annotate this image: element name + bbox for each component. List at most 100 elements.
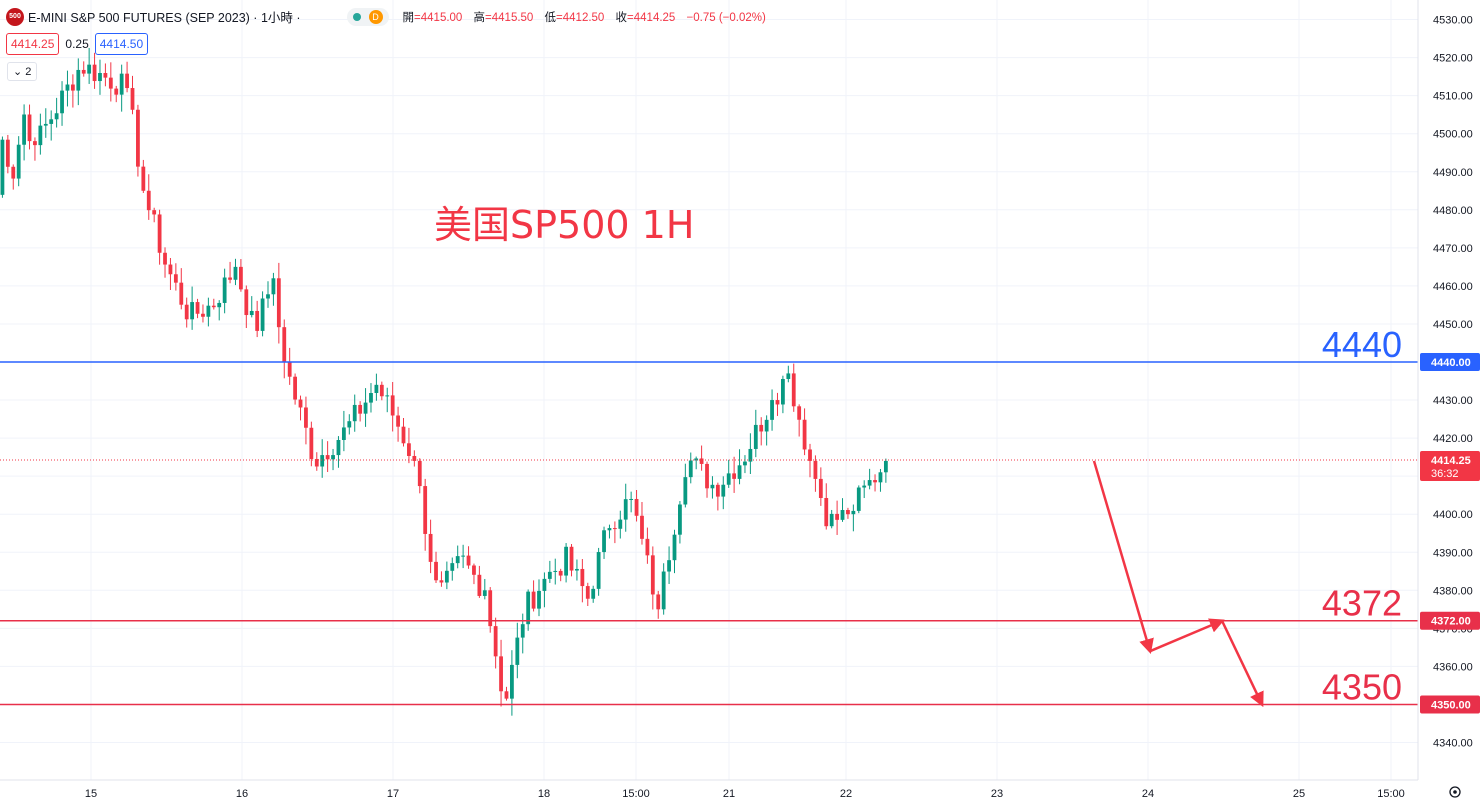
level-label-4372: 4372 bbox=[1322, 583, 1402, 624]
candle-body bbox=[678, 504, 682, 535]
price-tick-label: 4430.00 bbox=[1433, 395, 1473, 407]
candle-body bbox=[770, 400, 774, 420]
forecast-arrow-segment[interactable] bbox=[1092, 460, 1154, 655]
candle-body bbox=[54, 113, 59, 120]
candle-body bbox=[358, 404, 363, 414]
candle-body bbox=[753, 424, 758, 449]
time-axis[interactable]: 15 16 17 18 15:00 21 22 23 24 25 15:00 bbox=[85, 788, 1405, 800]
candle-body bbox=[401, 426, 406, 444]
open-value: =4415.00 bbox=[414, 11, 463, 24]
candle-body bbox=[0, 139, 5, 195]
candle-body bbox=[27, 114, 32, 142]
indicators-toggle-button[interactable]: ⌄ 2 bbox=[7, 62, 38, 81]
price-tick-label: 4500.00 bbox=[1433, 129, 1473, 141]
last-price-value: 4414.25 bbox=[1431, 455, 1471, 467]
level-axis-label: 4350.00 bbox=[1431, 699, 1471, 711]
price-tick-label: 4400.00 bbox=[1433, 509, 1473, 521]
candle-body bbox=[781, 378, 785, 405]
level-axis-label: 4372.00 bbox=[1431, 616, 1471, 628]
level-axis-badge bbox=[1420, 353, 1480, 371]
buy-price-button[interactable]: 4414.50 bbox=[94, 33, 149, 55]
forecast-arrow-segment[interactable] bbox=[1220, 620, 1264, 708]
close-value: =4414.25 bbox=[627, 11, 676, 24]
candle-body bbox=[455, 556, 460, 564]
price-tick-label: 4360.00 bbox=[1433, 661, 1473, 673]
price-tick-label: 4450.00 bbox=[1433, 319, 1473, 331]
candle-body bbox=[152, 210, 157, 215]
candle-body bbox=[114, 88, 119, 95]
candle-body bbox=[11, 166, 16, 179]
candle-body bbox=[824, 497, 829, 527]
candle-body bbox=[43, 123, 48, 126]
price-tick-label: 4380.00 bbox=[1433, 585, 1473, 597]
candle-body bbox=[385, 395, 390, 397]
candle-body bbox=[612, 528, 617, 530]
price-tick-label: 4530.00 bbox=[1433, 15, 1473, 27]
candle-body bbox=[136, 109, 140, 167]
candle-body bbox=[661, 571, 666, 610]
horizontal-lines: 4440 4372 4350 bbox=[0, 324, 1418, 707]
price-axis[interactable]: 4340.004350.004360.004370.004380.004390.… bbox=[1433, 15, 1473, 750]
candle-body bbox=[125, 73, 129, 89]
price-tick-label: 4460.00 bbox=[1433, 281, 1473, 293]
candle-body bbox=[228, 277, 232, 280]
candle-body bbox=[472, 565, 476, 575]
candle-body bbox=[249, 310, 254, 316]
candle-body bbox=[168, 264, 173, 275]
ohlc-readout: 開=4415.00 高=4415.50 低=4412.50 收=4414.25 … bbox=[403, 9, 774, 25]
candle-body bbox=[856, 487, 861, 511]
candle-body bbox=[650, 555, 655, 595]
candle-body bbox=[569, 546, 574, 571]
candle-body bbox=[282, 327, 287, 362]
candle-body bbox=[434, 561, 438, 581]
market-status[interactable]: D bbox=[346, 7, 389, 26]
price-tick-label: 4510.00 bbox=[1433, 91, 1473, 103]
candle-body bbox=[211, 305, 216, 308]
price-tick-label: 4420.00 bbox=[1433, 433, 1473, 445]
chart-header: 500 E-MINI S&P 500 FUTURES (SEP 2023) · … bbox=[6, 7, 774, 26]
candle-body bbox=[520, 624, 525, 638]
candle-body bbox=[70, 84, 75, 91]
candle-body bbox=[255, 310, 260, 331]
candle-body bbox=[531, 591, 536, 609]
level-axis-badge bbox=[1420, 695, 1480, 714]
spread-value: 0.25 bbox=[65, 37, 89, 51]
candle-body bbox=[867, 480, 872, 486]
candle-body bbox=[808, 449, 812, 461]
candle-body bbox=[748, 448, 753, 462]
candle-series bbox=[0, 47, 888, 716]
candle-body bbox=[477, 574, 482, 596]
candle-body bbox=[65, 84, 70, 91]
candle-body bbox=[694, 458, 699, 461]
candle-body bbox=[347, 421, 352, 428]
candle-body bbox=[450, 563, 455, 571]
sell-price-button[interactable]: 4414.25 bbox=[6, 33, 60, 55]
level-label-4440: 4440 bbox=[1322, 324, 1402, 365]
candle-body bbox=[743, 461, 747, 466]
candle-body bbox=[233, 266, 238, 280]
candle-body bbox=[130, 88, 135, 110]
symbol-title[interactable]: E-MINI S&P 500 FUTURES (SEP 2023) · 1小時 … bbox=[28, 11, 301, 25]
candle-body bbox=[515, 637, 520, 665]
candle-body bbox=[163, 252, 167, 265]
candle-body bbox=[87, 64, 92, 74]
candle-body bbox=[732, 473, 737, 479]
candle-body bbox=[98, 73, 102, 82]
candle-body bbox=[580, 568, 585, 587]
candle-body bbox=[645, 538, 650, 556]
time-tick-label: 16 bbox=[236, 788, 248, 800]
candle-body bbox=[629, 498, 634, 500]
candle-body bbox=[119, 73, 124, 95]
time-tick-label: 15:00 bbox=[622, 788, 650, 800]
settings-icon[interactable] bbox=[1449, 786, 1461, 798]
candle-body bbox=[466, 555, 471, 566]
price-tick-label: 4390.00 bbox=[1433, 547, 1473, 559]
candle-body bbox=[271, 278, 276, 295]
candle-body bbox=[49, 119, 54, 124]
candle-body bbox=[103, 73, 108, 78]
forecast-arrow-segment[interactable] bbox=[1149, 618, 1225, 653]
symbol-logo[interactable]: 500 bbox=[6, 7, 24, 26]
candle-body bbox=[76, 69, 81, 91]
